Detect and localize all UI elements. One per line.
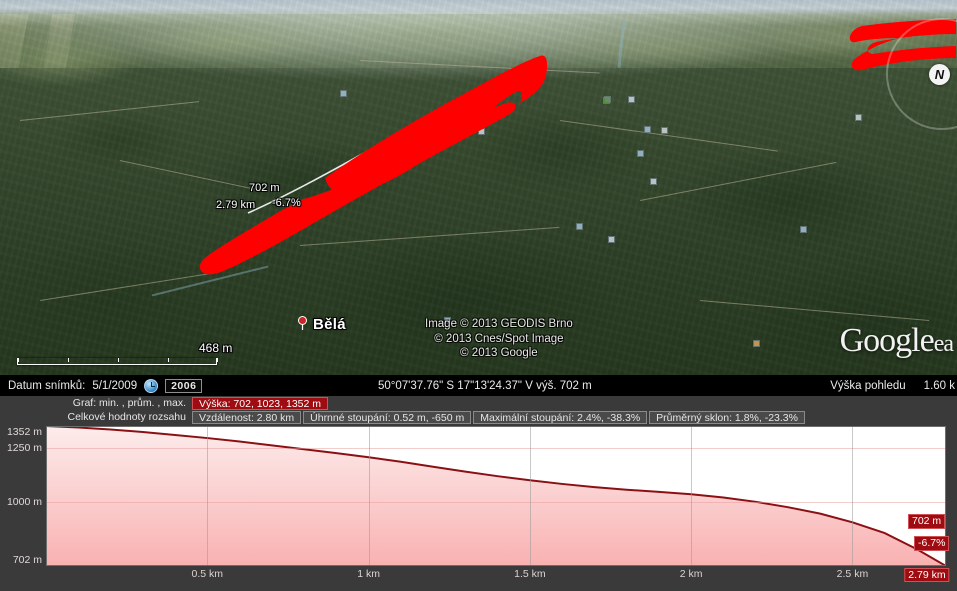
chart-y-tick: 1000 m xyxy=(6,495,42,508)
poi-marker[interactable] xyxy=(644,126,651,133)
chart-x-tick: 2 km xyxy=(679,568,703,580)
poi-marker[interactable] xyxy=(576,223,583,230)
scale-bar-label: 468 m xyxy=(199,341,233,355)
copyright-block: Image © 2013 GEODIS Brno © 2013 Cnes/Spo… xyxy=(425,317,573,361)
chart-x-tick: 1.5 km xyxy=(514,568,546,580)
profile-ascent-chip: Úhrnné stoupání: 0.52 m, -650 m xyxy=(303,410,472,424)
map-river xyxy=(617,19,626,69)
poi-marker[interactable] xyxy=(455,118,462,125)
3d-earth-viewport[interactable]: 702 m 2.79 km -6.7% 468 m Bělá Image © 2… xyxy=(0,0,957,375)
chart-v-gridline xyxy=(368,426,370,566)
chart-y-tick: 1352 m xyxy=(6,426,42,438)
poi-marker[interactable] xyxy=(444,317,451,324)
place-label-bela[interactable]: Bělá xyxy=(313,316,346,333)
imagery-date-value: 5/1/2009 xyxy=(92,380,138,392)
chart-y-tick: 702 m xyxy=(12,554,42,566)
chart-h-gridline xyxy=(46,501,946,503)
eye-altitude-value: 1.60 k xyxy=(923,380,955,392)
map-track xyxy=(119,160,267,193)
chart-y-axis: 1352 m 1250 m 1000 m 702 m xyxy=(0,426,46,566)
google-earth-logo: Googleea xyxy=(839,322,954,360)
profile-avg-slope-chip: Průměrný sklon: 1.8%, -23.3% xyxy=(649,410,805,424)
poi-marker[interactable] xyxy=(661,127,668,134)
eye-altitude-label: Výška pohledu xyxy=(830,380,906,392)
poi-marker[interactable] xyxy=(608,236,615,243)
place-pin-icon[interactable] xyxy=(297,316,308,330)
chart-v-gridline xyxy=(207,426,209,566)
profile-distance-chip: Vzdálenost: 2.80 km xyxy=(192,410,302,424)
chart-x-tick: 2.5 km xyxy=(836,568,869,580)
profile-stats-row-2: Celkové hodnoty rozsahu Vzdálenost: 2.80… xyxy=(0,410,957,424)
map-track xyxy=(699,300,930,322)
poi-marker[interactable] xyxy=(637,150,644,157)
chart-v-gridline xyxy=(529,426,531,566)
profile-elevation-chip: Výška: 702, 1023, 1352 m xyxy=(192,396,328,410)
chart-x-axis: 0.5 km 1 km 1.5 km 2 km 2.5 km 2.79 km xyxy=(0,568,957,588)
scale-bar xyxy=(17,358,218,365)
poi-marker[interactable] xyxy=(753,340,760,347)
poi-marker[interactable] xyxy=(650,178,657,185)
chart-x-tick: 1 km xyxy=(357,568,380,580)
status-bar-right: Výška pohledu 1.60 k xyxy=(830,380,957,392)
map-track xyxy=(300,226,560,246)
imagery-date-label: Datum snímků: xyxy=(8,380,86,392)
map-track xyxy=(640,161,837,201)
copyright-line-3: © 2013 Google xyxy=(460,347,538,359)
red-highlight-stroke xyxy=(325,55,548,194)
chart-v-gridline xyxy=(691,426,693,566)
map-grade-label: -6.7% xyxy=(272,197,301,209)
poi-marker[interactable] xyxy=(855,114,862,121)
logo-suffix: ea xyxy=(933,331,954,357)
elevation-profile-panel[interactable]: Graf: min. , prům. , max. Výška: 702, 10… xyxy=(0,396,957,591)
map-status-bar: Datum snímků: 5/1/2009 2006 50°07'37.76"… xyxy=(0,376,957,396)
profile-stats-row-2-label: Celkové hodnoty rozsahu xyxy=(67,411,187,423)
map-elevation-label: 702 m xyxy=(249,182,280,194)
terrain-fields xyxy=(0,14,957,68)
logo-text: Google xyxy=(839,322,935,359)
elevation-area-series xyxy=(46,426,946,566)
profile-stats-row-1-label: Graf: min. , prům. , max. xyxy=(72,397,186,409)
clock-icon[interactable] xyxy=(144,379,159,393)
compass-north-icon[interactable]: N xyxy=(929,64,950,85)
poi-marker[interactable] xyxy=(478,128,485,135)
chart-v-gridline xyxy=(852,426,854,566)
map-river xyxy=(151,265,269,297)
route-path-line xyxy=(247,57,542,214)
copyright-line-1: Image © 2013 GEODIS Brno xyxy=(425,318,573,330)
profile-stats: Graf: min. , prům. , max. Výška: 702, 10… xyxy=(0,396,957,424)
elevation-chart[interactable]: 1352 m 1250 m 1000 m 702 m 0.5 km 1 km 1.5 km xyxy=(0,426,957,591)
poi-marker[interactable] xyxy=(800,226,807,233)
red-highlight-stroke-lower xyxy=(199,102,516,275)
map-track xyxy=(559,120,778,152)
chart-x-tick: 2.79 km xyxy=(904,568,950,582)
status-bar-left: Datum snímků: 5/1/2009 2006 xyxy=(0,379,203,393)
chart-y-tick: 1250 m xyxy=(6,441,42,454)
chart-h-gridline xyxy=(46,447,946,449)
poi-marker[interactable] xyxy=(628,96,635,103)
map-track xyxy=(359,60,600,74)
copyright-line-2: © 2013 Cnes/Spot Image xyxy=(434,332,564,345)
chart-end-elevation-chip: 702 m xyxy=(908,514,946,529)
tree-icon xyxy=(603,97,610,104)
imagery-year-chip[interactable]: 2006 xyxy=(165,379,203,393)
chart-x-tick: 0.5 km xyxy=(191,568,224,580)
profile-stats-row-1: Graf: min. , prům. , max. Výška: 702, 10… xyxy=(0,396,957,410)
map-track xyxy=(20,101,200,121)
map-distance-label: 2.79 km xyxy=(216,199,256,211)
profile-max-grade-chip: Maximální stoupání: 2.4%, -38.3% xyxy=(473,410,648,424)
chart-end-grade-chip: -6.7% xyxy=(914,536,950,551)
poi-marker[interactable] xyxy=(435,134,442,141)
coordinates-readout: 50°07'37.76" S 17"13'24.37" V výš. 702 m xyxy=(378,380,592,392)
poi-marker[interactable] xyxy=(340,90,347,97)
chart-plot-area[interactable] xyxy=(46,426,946,566)
